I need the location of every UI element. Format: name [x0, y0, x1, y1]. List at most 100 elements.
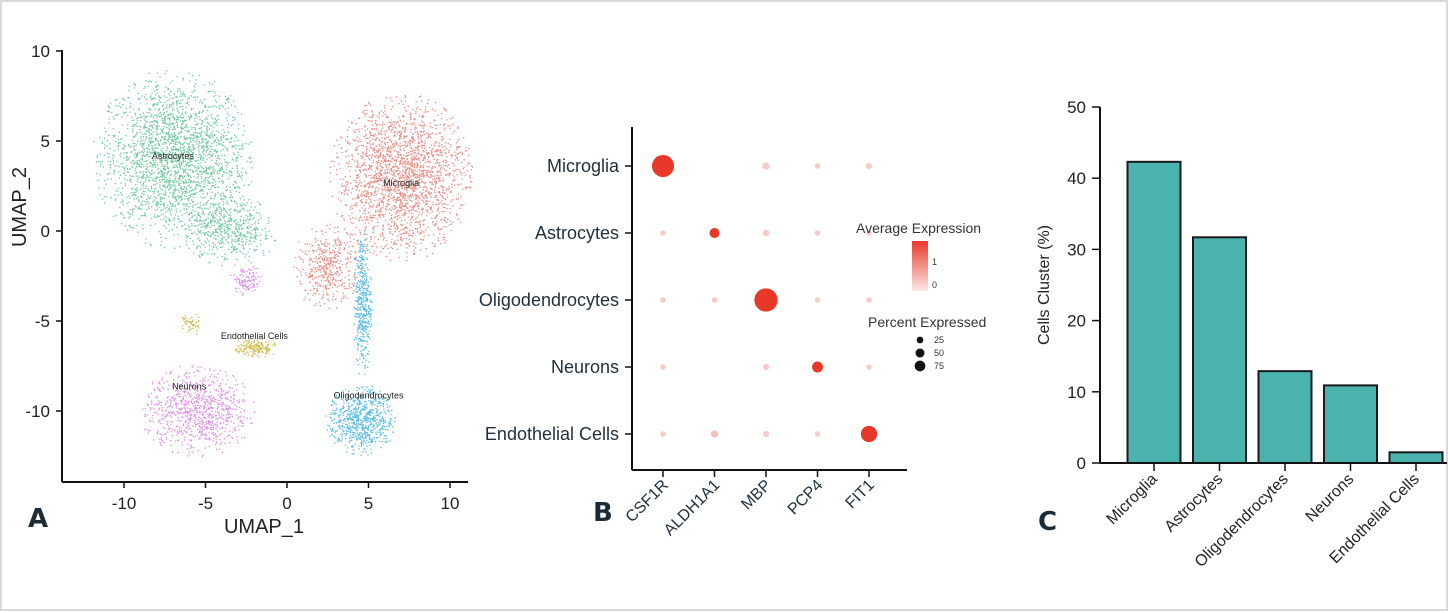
- bar-y-tick-label: 20: [1067, 312, 1086, 331]
- umap-cluster-astrocytes: [93, 70, 277, 267]
- dot-neurons-pcp4: [812, 361, 823, 373]
- dot-astrocytes-csf1r: [660, 230, 666, 236]
- dotplot-col-mbp: MBP: [738, 477, 775, 514]
- bar-astrocytes: [1192, 236, 1247, 464]
- dot-microglia-csf1r: [651, 154, 675, 178]
- umap-y-tick-label: 5: [41, 132, 50, 151]
- umap-label-endothelial-cells: Endothelial Cells: [221, 331, 289, 341]
- umap-cluster-endothelial-cells: [182, 313, 276, 358]
- bar-y-tick-label: 0: [1077, 454, 1086, 473]
- dotplot-row-neurons: Neurons: [551, 357, 619, 377]
- dot-microglia-pcp4: [814, 163, 821, 169]
- dot-microglia-fit1: [865, 162, 873, 170]
- legend-size-dot-50: [915, 348, 925, 358]
- umap-x-tick-label: 5: [364, 494, 373, 513]
- umap-points-oligodendrocytes-1: [353, 230, 373, 376]
- bar-x-tick-neurons: Neurons: [1303, 471, 1358, 526]
- dotplot-col-aldh1a1: ALDH1A1: [661, 477, 723, 539]
- umap-points-endothelial-cells-0: [234, 338, 276, 358]
- panel-label-a: A: [28, 504, 48, 534]
- bar-endothelial-cells: [1388, 451, 1444, 465]
- umap-x-tick-label: -5: [198, 494, 213, 513]
- dot-oligodendrocytes-mbp: [754, 288, 778, 312]
- dot-oligodendrocytes-csf1r: [660, 297, 666, 303]
- bar-y-tick-label: 30: [1067, 240, 1086, 259]
- dot-endothelial-cells-csf1r: [660, 431, 666, 437]
- dotplot-row-oligodendrocytes: Oligodendrocytes: [479, 290, 619, 310]
- legend-size-dot-25: [916, 336, 924, 344]
- umap-points-astrocytes-1: [185, 196, 277, 267]
- umap-points-neurons-1: [229, 266, 262, 296]
- umap-panel: 10 5 0 -5 -10 -10 -5 0 5 10 Astrocytes Microglia O…: [9, 42, 474, 538]
- bar-x-tick-microglia: Microglia: [1104, 471, 1161, 528]
- dotplot-panel: Microglia Astrocytes Oligodendrocytes Neuro…: [479, 127, 986, 539]
- dot-endothelial-cells-pcp4: [814, 431, 821, 437]
- umap-label-neurons: Neurons: [172, 381, 207, 391]
- bar-panel: 0 10 20 30 40 50 Microglia AstrocytesOligodend…: [1036, 98, 1447, 571]
- umap-points-microglia-1: [293, 223, 362, 309]
- umap-y-tick-label: 0: [41, 222, 50, 241]
- umap-y-ticks: 10 5 0 -5 -10: [25, 42, 62, 421]
- legend-size-marks: 25 50 75: [914, 335, 944, 372]
- umap-x-label: UMAP_1: [224, 516, 304, 538]
- umap-y-label: UMAP_2: [9, 167, 31, 247]
- dot-endothelial-cells-mbp: [762, 430, 770, 438]
- umap-y-tick-label: -10: [25, 402, 50, 421]
- dot-oligodendrocytes-fit1: [866, 297, 872, 303]
- legend-color-bar: [912, 241, 928, 291]
- bars: [1126, 160, 1444, 465]
- umap-x-tick-label: 0: [282, 494, 291, 513]
- umap-points-endothelial-cells-1: [182, 313, 200, 335]
- bar-y-tick-label: 40: [1067, 169, 1086, 188]
- umap-points-astrocytes-0: [93, 70, 253, 249]
- dot-astrocytes-mbp: [762, 229, 770, 237]
- umap-points-neurons-0: [142, 364, 255, 458]
- dot-neurons-csf1r: [660, 364, 666, 370]
- legend-size-label-50: 50: [934, 348, 944, 358]
- umap-label-astrocytes: Astrocytes: [152, 151, 195, 161]
- bar-neurons: [1323, 384, 1378, 464]
- dot-endothelial-cells-aldh1a1: [710, 430, 719, 438]
- umap-label-microglia: Microglia: [383, 178, 419, 188]
- dot-astrocytes-fit1: [866, 230, 872, 236]
- bar-y-ticks: 0 10 20 30 40 50: [1067, 98, 1100, 473]
- bar-oligodendrocytes: [1257, 370, 1313, 465]
- dotplot-col-pcp4: PCP4: [785, 477, 827, 519]
- umap-points-oligodendrocytes-0: [325, 385, 396, 457]
- legend-size-label-75: 75: [934, 361, 944, 371]
- legend-color-tick-1: 1: [932, 257, 937, 267]
- dot-oligodendrocytes-aldh1a1: [711, 297, 718, 303]
- umap-cluster-labels: Astrocytes Microglia Oligodendrocytes Neuro…: [152, 151, 419, 400]
- umap-y-tick-label: 10: [31, 42, 50, 61]
- legend-size-dot-75: [914, 360, 926, 372]
- umap-x-tick-label: -10: [112, 494, 137, 513]
- dotplot-row-labels: Microglia Astrocytes Oligodendrocytes Neuro…: [479, 156, 632, 444]
- dotplot-col-fit1: FIT1: [843, 477, 878, 512]
- umap-cluster-oligodendrocytes: [325, 230, 396, 457]
- dotplot-row-astrocytes: Astrocytes: [535, 223, 619, 243]
- dot-neurons-fit1: [866, 364, 872, 370]
- dot-astrocytes-pcp4: [814, 230, 821, 236]
- umap-x-tick-label: 10: [441, 494, 460, 513]
- umap-cluster-microglia: [293, 95, 474, 309]
- dotplot-col-csf1r: CSF1R: [623, 477, 672, 526]
- umap-cluster-neurons: [142, 266, 262, 458]
- bar-x-tick-astrocytes: Astrocytes: [1161, 471, 1226, 536]
- dotplot-legend: Average Expression 1 0 Percent Expressed…: [856, 220, 986, 372]
- umap-points-microglia-0: [329, 95, 474, 262]
- dot-oligodendrocytes-pcp4: [814, 297, 821, 303]
- dotplot-row-endothelial-cells: Endothelial Cells: [485, 424, 619, 444]
- legend-color-title: Average Expression: [856, 220, 981, 236]
- dotplot-dots: [651, 154, 878, 443]
- panel-label-c: C: [1038, 507, 1057, 537]
- dot-endothelial-cells-fit1: [860, 425, 878, 443]
- dot-neurons-mbp: [762, 363, 770, 371]
- dot-astrocytes-aldh1a1: [709, 227, 720, 239]
- umap-x-ticks: -10 -5 0 5 10: [112, 482, 460, 513]
- bar-y-tick-label: 10: [1067, 383, 1086, 402]
- bar-y-tick-label: 50: [1067, 98, 1086, 117]
